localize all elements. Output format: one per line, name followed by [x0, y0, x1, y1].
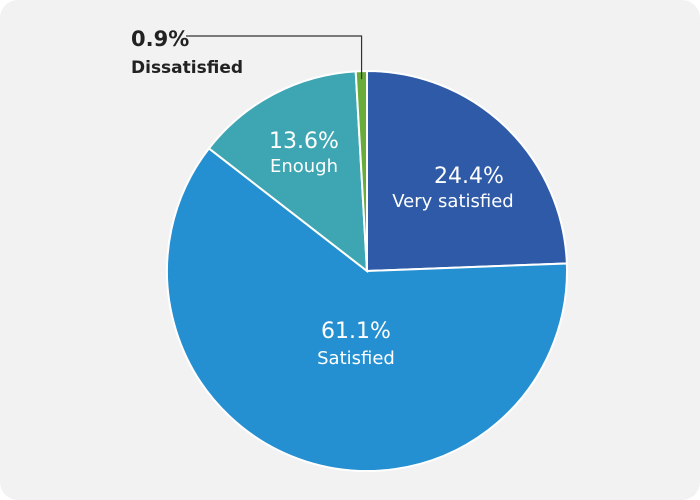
slice-dissatisfied-percent: 0.9% — [131, 27, 189, 51]
slice-satisfied-label: Satisfied — [317, 348, 395, 369]
slice-very-satisfied-label: Very satisfied — [392, 191, 513, 212]
slice-enough-label: Enough — [270, 156, 338, 177]
pie-slice-very-satisfied — [366, 69, 568, 273]
leader-line — [186, 35, 363, 80]
slice-very-satisfied-percent: 24.4% — [434, 164, 504, 189]
slice-satisfied-percent: 61.1% — [321, 319, 391, 344]
slice-dissatisfied-label: Dissatisfied — [131, 58, 243, 78]
pie-slice-satisfied — [166, 147, 568, 472]
pie-slices — [166, 69, 568, 472]
slice-enough-percent: 13.6% — [269, 129, 339, 154]
pie-slice-enough — [207, 70, 369, 274]
